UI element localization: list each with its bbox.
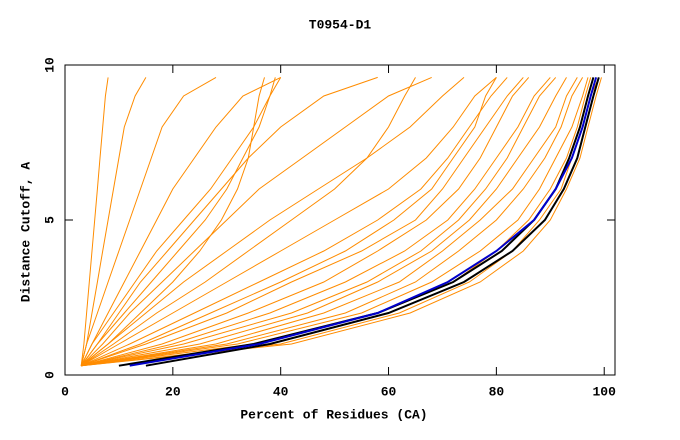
x-axis-label: Percent of Residues (CA) <box>240 407 427 422</box>
series-line <box>81 77 524 367</box>
x-tick-label: 60 <box>381 384 397 399</box>
x-tick-label: 0 <box>61 384 69 399</box>
x-tick-label: 80 <box>489 384 505 399</box>
plot-area <box>80 76 602 367</box>
series-line <box>80 77 276 366</box>
x-tick-label: 40 <box>273 384 289 399</box>
series-line <box>80 77 265 367</box>
y-tick-label: 5 <box>42 216 57 224</box>
series-line <box>81 77 584 367</box>
series-line <box>80 77 416 367</box>
series-line <box>129 77 598 367</box>
series-line <box>81 77 551 367</box>
y-axis-label: Distance Cutoff, A <box>18 162 33 303</box>
series-line <box>81 77 578 367</box>
series-line <box>80 77 508 367</box>
series-line <box>80 76 217 366</box>
series-line <box>81 77 530 367</box>
series-line <box>81 77 557 367</box>
y-tick-label: 10 <box>42 57 57 73</box>
series-line <box>81 77 497 367</box>
series-line <box>81 77 567 367</box>
series-line <box>80 77 147 366</box>
series-line <box>80 76 432 367</box>
x-tick-label: 20 <box>165 384 181 399</box>
series-line <box>81 77 602 367</box>
series-line <box>81 77 589 367</box>
chart-title: T0954-D1 <box>309 17 372 32</box>
series-line <box>80 76 281 366</box>
series-line <box>80 77 109 366</box>
series-line <box>80 77 497 367</box>
series-line <box>145 77 600 367</box>
y-tick-label: 0 <box>42 371 57 379</box>
series-line <box>80 77 282 366</box>
series-line <box>80 77 465 367</box>
x-tick-label: 100 <box>593 384 617 399</box>
series-line <box>80 76 378 366</box>
